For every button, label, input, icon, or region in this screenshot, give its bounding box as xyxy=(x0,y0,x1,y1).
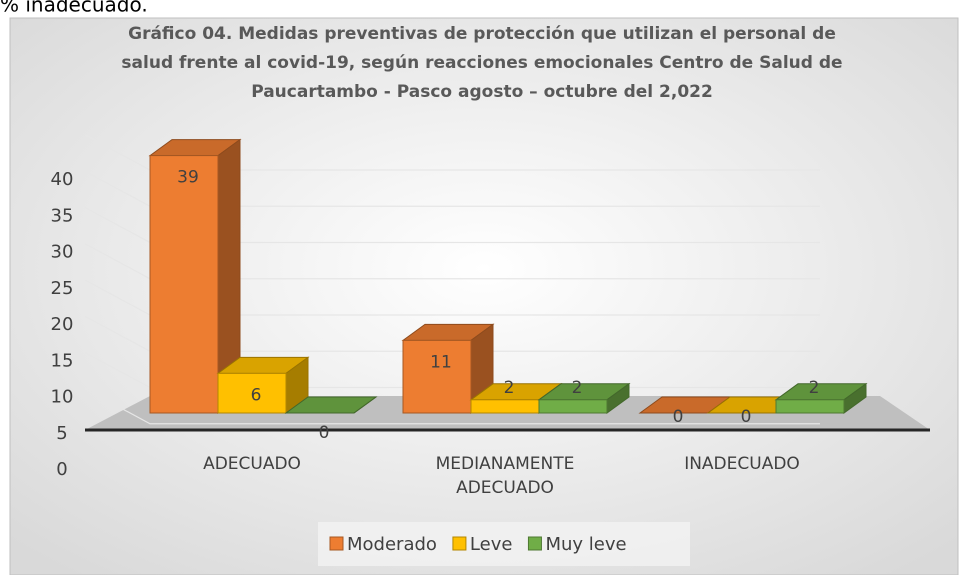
bar xyxy=(774,382,868,414)
legend-swatch xyxy=(452,536,467,551)
bar-front xyxy=(775,399,845,414)
data-label: 2 xyxy=(572,378,583,398)
bar-front xyxy=(149,155,219,414)
legend-swatch xyxy=(527,536,542,551)
page-text: % inadecuado. xyxy=(0,0,148,17)
bar-front xyxy=(538,399,608,414)
bar xyxy=(284,396,378,414)
bar xyxy=(537,382,631,414)
chart-title: Gráfico 04. Medidas preventivas de prote… xyxy=(121,24,843,102)
y-tick-label: 10 xyxy=(51,387,74,408)
y-tick-label: 0 xyxy=(56,459,67,480)
y-tick-label: 25 xyxy=(51,278,74,299)
bar-front xyxy=(217,372,287,414)
y-tick-label: 35 xyxy=(51,205,74,226)
legend-label: Moderado xyxy=(347,534,437,555)
data-label: 11 xyxy=(430,352,452,372)
bar-front xyxy=(402,339,472,414)
legend-label: Muy leve xyxy=(545,534,626,555)
data-label: 2 xyxy=(504,378,515,398)
y-tick-label: 40 xyxy=(51,169,74,190)
bar xyxy=(148,138,242,414)
y-tick-label: 5 xyxy=(56,423,67,444)
legend-label: Leve xyxy=(470,534,513,555)
y-tick-label: 15 xyxy=(51,350,74,371)
data-label: 6 xyxy=(251,385,262,405)
bar-side xyxy=(353,396,377,414)
y-tick-label: 30 xyxy=(51,242,74,263)
legend-box xyxy=(318,522,690,566)
data-label: 0 xyxy=(741,407,752,427)
grid-line xyxy=(84,388,820,425)
legend-swatch xyxy=(329,536,344,551)
data-label: 2 xyxy=(809,378,820,398)
x-tick-label: MEDIANAMENTE ADECUADO xyxy=(435,454,575,498)
data-label: 0 xyxy=(673,407,684,427)
x-tick-label: INADECUADO xyxy=(684,454,800,474)
y-tick-label: 20 xyxy=(51,314,74,335)
x-tick-label: ADECUADO xyxy=(203,454,301,474)
bar xyxy=(216,356,310,414)
data-label: 0 xyxy=(319,423,330,443)
data-label: 39 xyxy=(177,168,199,188)
bar-front xyxy=(470,399,540,414)
